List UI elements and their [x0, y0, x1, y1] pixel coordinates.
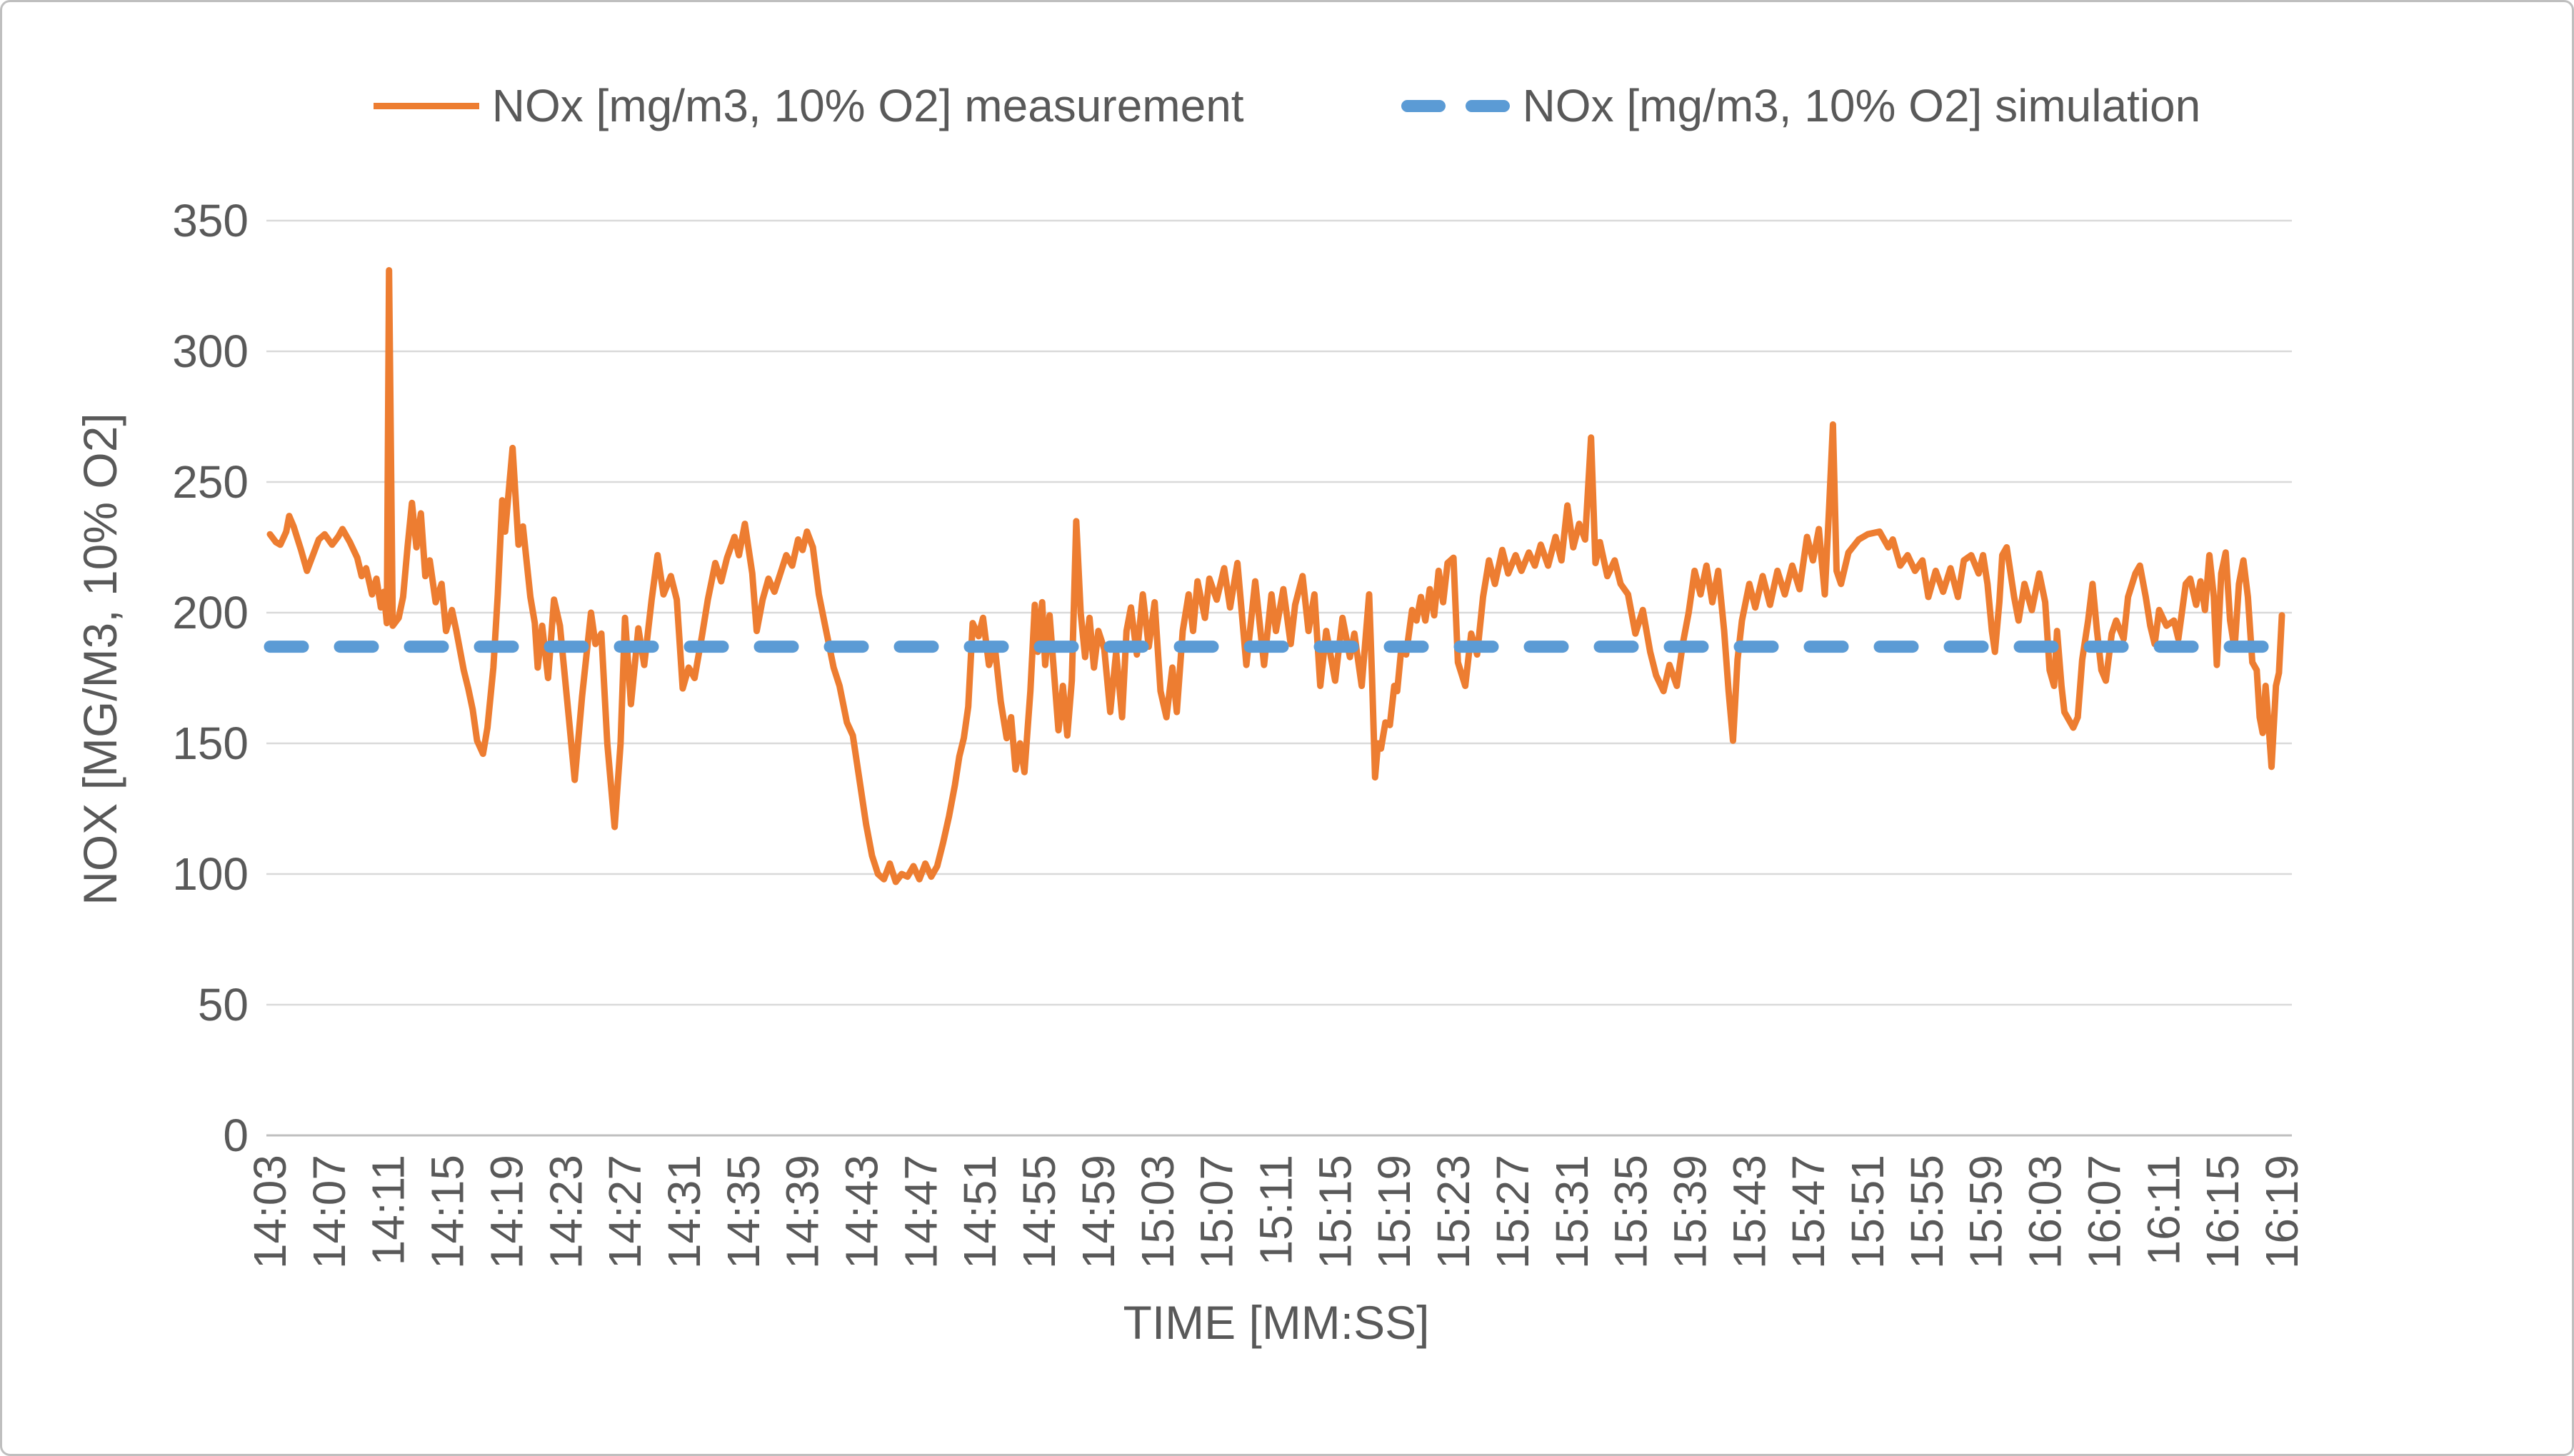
- x-axis-tick-label: 15:47: [1783, 1155, 1834, 1269]
- x-axis-tick-label: 14:39: [777, 1155, 828, 1269]
- y-axis-tick-label: 150: [172, 718, 249, 769]
- y-axis-tick-labels: 0 50 100 150 200 250 300 350: [172, 195, 249, 1161]
- x-axis-title: TIME [MM:SS]: [1123, 1296, 1430, 1349]
- x-axis-tick-label: 15:11: [1251, 1155, 1302, 1265]
- x-axis-tick-label: 16:07: [2078, 1155, 2130, 1269]
- y-axis-tick-label: 50: [198, 979, 249, 1030]
- x-axis-tick-label: 14:47: [895, 1155, 946, 1269]
- x-axis-tick-label: 15:23: [1428, 1155, 1479, 1269]
- x-axis-tick-label: 14:43: [836, 1155, 888, 1269]
- gridlines: [266, 219, 2292, 1137]
- x-axis-tick-label: 14:27: [599, 1155, 651, 1269]
- x-axis-tick-label: 14:59: [1073, 1155, 1124, 1269]
- x-axis-tick-label: 15:27: [1487, 1155, 1538, 1269]
- x-axis-tick-label: 15:59: [1960, 1155, 2012, 1269]
- x-axis-tick-label: 14:55: [1013, 1155, 1065, 1269]
- x-axis-tick-label: 15:15: [1309, 1155, 1361, 1269]
- y-axis-tick-label: 200: [172, 587, 249, 638]
- x-axis-tick-label: 14:31: [658, 1155, 710, 1269]
- y-axis-tick-label: 250: [172, 456, 249, 508]
- x-axis-tick-label: 15:39: [1664, 1155, 1716, 1269]
- x-axis-tick-label: 14:35: [718, 1155, 769, 1269]
- y-axis-tick-label: 0: [223, 1110, 249, 1161]
- measurement-series-line[interactable]: [266, 267, 2285, 885]
- x-axis-tick-label: 15:31: [1546, 1155, 1598, 1269]
- x-axis-tick-label: 16:19: [2256, 1155, 2308, 1269]
- x-axis-tick-label: 14:51: [954, 1155, 1006, 1269]
- y-axis-tick-label: 350: [172, 195, 249, 246]
- x-axis-tick-labels: 14:03 14:07 14:11 14:15 14:19 14:23 14:27 14:31…: [244, 1155, 2308, 1269]
- x-axis-tick-label: 14:19: [481, 1155, 532, 1269]
- x-axis-tick-label: 15:35: [1606, 1155, 1657, 1269]
- x-axis-tick-label: 15:51: [1842, 1155, 1893, 1269]
- x-axis-tick-label: 14:23: [540, 1155, 591, 1269]
- x-axis-tick-label: 15:55: [1901, 1155, 1953, 1269]
- x-axis-tick-label: 15:43: [1723, 1155, 1775, 1269]
- x-axis-tick-label: 15:03: [1132, 1155, 1183, 1269]
- x-axis-tick-label: 14:15: [422, 1155, 474, 1269]
- y-axis-title: NOX [MG/M3, 10% O2]: [74, 413, 126, 905]
- x-axis-tick-label: 16:03: [2020, 1155, 2071, 1269]
- series-lines: [264, 267, 2288, 885]
- x-axis-tick-label: 14:07: [304, 1155, 355, 1269]
- x-axis-tick-label: 16:15: [2197, 1155, 2248, 1269]
- x-axis-tick-label: 14:11: [363, 1155, 414, 1265]
- x-axis-tick-label: 15:19: [1368, 1155, 1420, 1269]
- x-axis-tick-label: 14:03: [244, 1155, 296, 1269]
- y-axis-tick-label: 100: [172, 848, 249, 900]
- y-axis-tick-label: 300: [172, 326, 249, 377]
- x-axis-tick-label: 16:11: [2138, 1155, 2189, 1265]
- x-axis-tick-label: 15:07: [1191, 1155, 1243, 1269]
